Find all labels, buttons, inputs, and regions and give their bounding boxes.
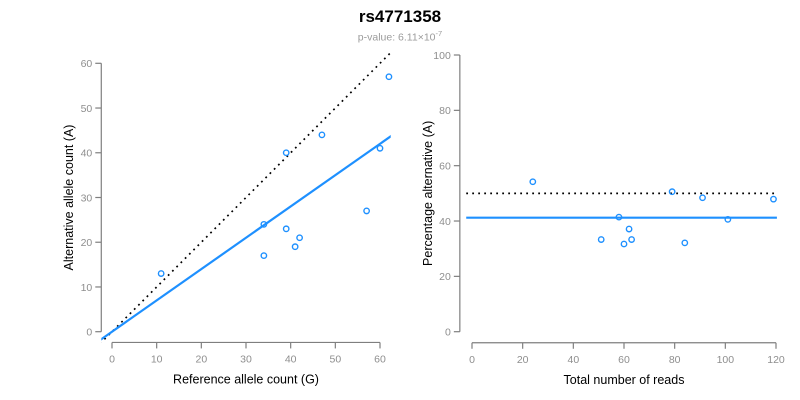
x-tick-label: 60 <box>374 353 386 365</box>
data-point <box>296 234 303 242</box>
data-point <box>681 239 689 247</box>
x-tick-label: 20 <box>195 353 207 365</box>
x-axis-title: Total number of reads <box>564 373 685 387</box>
y-tick-label: 100 <box>433 50 451 62</box>
y-tick-label: 20 <box>439 271 451 283</box>
y-tick-label: 60 <box>81 58 93 70</box>
y-tick-label: 30 <box>81 192 93 204</box>
y-axis-title: Percentage alternative (A) <box>421 121 435 266</box>
data-point <box>291 243 299 251</box>
data-point <box>376 144 384 152</box>
data-point <box>318 131 326 139</box>
x-tick-label: 60 <box>618 354 630 366</box>
solid-fit-line <box>101 134 391 341</box>
data-point <box>668 188 676 196</box>
x-tick-label: 20 <box>517 354 529 366</box>
data-point <box>615 213 623 221</box>
x-tick-label: 10 <box>151 353 163 365</box>
data-point <box>363 207 370 215</box>
y-tick-label: 40 <box>439 216 451 228</box>
y-tick-label: 50 <box>81 103 93 115</box>
data-point <box>620 240 628 248</box>
data-point <box>628 236 635 243</box>
y-tick-label: 10 <box>81 282 93 294</box>
data-point <box>282 225 290 233</box>
x-tick-label: 100 <box>717 354 735 366</box>
data-point <box>724 215 732 223</box>
y-axis-title: Alternative allele count (A) <box>62 125 76 271</box>
y-tick-label: 20 <box>81 237 93 249</box>
data-point <box>385 73 393 81</box>
x-axis-title: Reference allele count (G) <box>173 372 319 386</box>
x-tick-label: 120 <box>767 354 785 366</box>
x-tick-label: 50 <box>329 353 341 365</box>
right-plot: 0 20 40 60 80 100 0 20 40 60 80 100 120 Total number … <box>421 50 785 387</box>
data-point <box>260 220 268 228</box>
fit-lines <box>101 52 391 343</box>
data-point <box>282 149 290 157</box>
dotted-reference-line <box>101 52 391 343</box>
plot-title: rs4771358 <box>358 7 442 26</box>
x-tick-label: 0 <box>469 354 475 366</box>
data-point <box>770 195 777 203</box>
data-point <box>597 236 605 243</box>
y-tick-label: 80 <box>439 105 451 117</box>
x-tick-label: 40 <box>285 353 297 365</box>
data-point <box>699 194 706 202</box>
x-tick-label: 40 <box>567 354 579 366</box>
left-plot: 0 10 20 30 40 50 60 0 10 20 30 40 50 60 Reference alle… <box>62 52 393 386</box>
y-tick-label: 60 <box>439 160 451 172</box>
x-tick-label: 80 <box>669 354 681 366</box>
y-tick-label: 0 <box>445 327 451 339</box>
figure-header: rs4771358 p-value: 6.11×10-7 <box>0 7 800 43</box>
data-point <box>260 252 268 260</box>
y-tick-label: 0 <box>86 327 92 339</box>
y-tick-label: 40 <box>81 148 93 160</box>
x-tick-label: 0 <box>109 353 115 365</box>
pvalue-text: p-value: 6.11×10 <box>357 31 436 44</box>
pvalue-exponent: -7 <box>435 28 443 38</box>
x-tick-label: 30 <box>240 353 252 365</box>
data-point <box>625 225 633 233</box>
data-point <box>529 178 537 186</box>
fit-lines <box>466 192 777 219</box>
data-point <box>157 270 165 277</box>
plot-subtitle: p-value: 6.11×10-7 <box>0 28 800 44</box>
